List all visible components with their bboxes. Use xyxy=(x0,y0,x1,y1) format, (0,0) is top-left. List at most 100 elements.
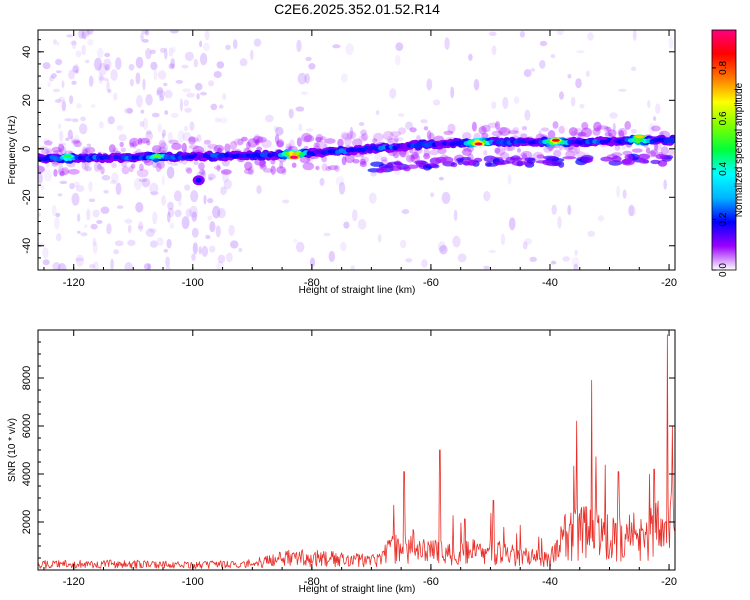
spectrogram-noise-blob xyxy=(66,34,74,38)
spectrogram-noise-blob xyxy=(145,94,153,106)
spectrogram-noise-blob xyxy=(253,38,262,47)
spectrogram-noise-blob xyxy=(157,123,162,133)
spectrogram-noise-blob xyxy=(215,117,221,123)
spectrogram-noise-blob xyxy=(524,238,533,245)
spectrogram-halo-blob xyxy=(81,160,86,170)
spectrogram-halo-blob xyxy=(224,143,231,153)
spectrogram-noise-blob xyxy=(567,204,572,216)
spectrogram-halo-blob xyxy=(466,146,474,153)
snr-x-tick-label: -40 xyxy=(542,576,558,588)
spectrogram-noise-blob xyxy=(103,58,112,70)
spectrogram-noise-blob xyxy=(273,125,279,132)
spectrogram-noise-blob xyxy=(53,39,57,45)
spectrogram-halo-blob xyxy=(181,142,187,153)
spectrogram-noise-blob xyxy=(164,110,169,115)
spectrogram-noise-blob xyxy=(421,259,428,268)
spectrogram-x-tick-label: -80 xyxy=(304,277,320,289)
spectrogram-halo-blob xyxy=(581,121,589,130)
spectrogram-noise-blob xyxy=(239,58,248,67)
spectrogram-sideband-blob xyxy=(655,153,667,160)
spectrogram-noise-blob xyxy=(250,49,254,61)
spectrogram-noise-blob xyxy=(87,39,94,46)
spectrogram-noise-blob xyxy=(92,209,100,218)
spectrogram-halo-blob xyxy=(487,122,499,128)
spectrogram-halo-blob xyxy=(507,130,519,135)
spectrogram-noise-blob xyxy=(170,30,179,34)
spectrogram-halo-blob xyxy=(299,156,311,164)
spectrogram-noise-blob xyxy=(107,116,115,125)
snr-x-tick-label: -120 xyxy=(63,576,85,588)
spectrogram-noise-blob xyxy=(88,181,93,192)
spectrogram-noise-blob xyxy=(59,130,64,143)
spectrogram-noise-blob xyxy=(59,180,68,185)
spectrogram-noise-blob xyxy=(184,166,192,172)
spectrogram-halo-blob xyxy=(132,140,137,149)
spectrogram-noise-blob xyxy=(655,103,661,114)
spectrogram-noise-blob xyxy=(99,75,105,81)
spectrogram-halo-blob xyxy=(491,130,503,137)
spectrogram-halo-blob xyxy=(259,159,266,168)
spectrogram-noise-blob xyxy=(167,131,173,143)
spectrogram-noise-blob xyxy=(573,263,579,270)
spectrogram-halo-blob xyxy=(315,165,320,171)
spectrogram-noise-blob xyxy=(513,96,520,104)
spectrogram-halo-blob xyxy=(481,132,489,139)
spectrogram-noise-blob xyxy=(164,47,168,60)
spectrogram-sideband-blob xyxy=(600,156,613,162)
spectrogram-noise-blob xyxy=(124,262,133,270)
spectrogram-noise-blob xyxy=(210,103,218,111)
spectrogram-noise-blob xyxy=(135,72,141,85)
spectrogram-halo-blob xyxy=(151,145,162,154)
spectrogram-halo-blob xyxy=(321,163,328,172)
spectrogram-halo-blob xyxy=(405,154,415,163)
spectrogram-noise-blob xyxy=(426,78,433,91)
spectrogram-noise-blob xyxy=(61,80,65,88)
spectrogram-noise-blob xyxy=(297,72,307,85)
spectrogram-noise-blob xyxy=(529,256,537,262)
spectrogram-halo-blob xyxy=(359,161,367,168)
spectrogram-noise-blob xyxy=(186,92,196,98)
spectrogram-halo-blob xyxy=(428,132,435,142)
spectrogram-noise-blob xyxy=(215,225,221,238)
spectrogram-noise-blob xyxy=(207,198,214,204)
spectrogram-noise-blob xyxy=(296,39,302,53)
spectrogram-noise-blob xyxy=(150,49,156,55)
spectrogram-sideband-blob xyxy=(650,159,661,165)
spectrogram-noise-blob xyxy=(219,117,228,124)
spectrogram-noise-blob xyxy=(539,40,548,47)
spectrogram-noise-blob xyxy=(140,32,144,42)
spectrogram-halo-blob xyxy=(45,148,53,155)
spectrogram-noise-blob xyxy=(194,82,203,91)
spectrogram-noise-blob xyxy=(306,157,314,165)
spectrogram-halo-blob xyxy=(108,144,116,154)
spectrogram-noise-blob xyxy=(550,260,557,265)
spectrogram-noise-blob xyxy=(524,109,531,121)
spectrogram-noise-blob xyxy=(488,31,497,36)
spectrogram-noise-blob xyxy=(508,217,516,231)
colorbar-tick-label: 0.2 xyxy=(718,212,729,226)
spectrogram-noise-blob xyxy=(42,247,49,259)
spectrogram-halo-blob xyxy=(139,163,144,171)
spectrogram-noise-blob xyxy=(212,147,222,154)
spectrogram-noise-blob xyxy=(114,240,124,247)
spectrogram-x-tick-label: -120 xyxy=(63,277,85,289)
spectrogram-x-tick-label: -100 xyxy=(182,277,204,289)
spectrogram-noise-blob xyxy=(73,134,80,148)
spectrogram-noise-blob xyxy=(149,182,159,195)
spectrogram-halo-blob xyxy=(192,145,204,154)
spectrogram-sideband-blob xyxy=(611,155,622,163)
spectrogram-noise-blob xyxy=(161,129,167,137)
spectrogram-noise-blob xyxy=(56,41,60,46)
spectrogram-noise-blob xyxy=(559,91,564,100)
spectrogram-noise-blob xyxy=(165,266,171,270)
spectrogram-noise-blob xyxy=(430,192,435,198)
spectrogram-noise-blob xyxy=(73,181,80,188)
colorbar-gradient xyxy=(712,30,736,270)
spectrogram-noise-blob xyxy=(663,179,667,190)
spectrogram-halo-blob xyxy=(155,162,162,172)
spectrogram-noise-blob xyxy=(574,249,578,256)
spectrogram-sideband-blob xyxy=(509,157,523,161)
spectrogram-peak xyxy=(63,154,72,158)
spectrogram-halo-blob xyxy=(303,135,315,142)
spectrogram-halo-blob xyxy=(617,128,628,137)
